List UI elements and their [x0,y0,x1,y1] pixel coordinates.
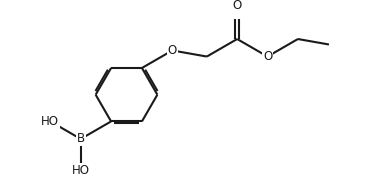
Text: HO: HO [72,164,90,177]
Text: B: B [77,132,85,145]
Text: O: O [263,50,272,63]
Text: HO: HO [41,115,59,128]
Text: O: O [168,44,177,57]
Text: O: O [233,0,242,12]
